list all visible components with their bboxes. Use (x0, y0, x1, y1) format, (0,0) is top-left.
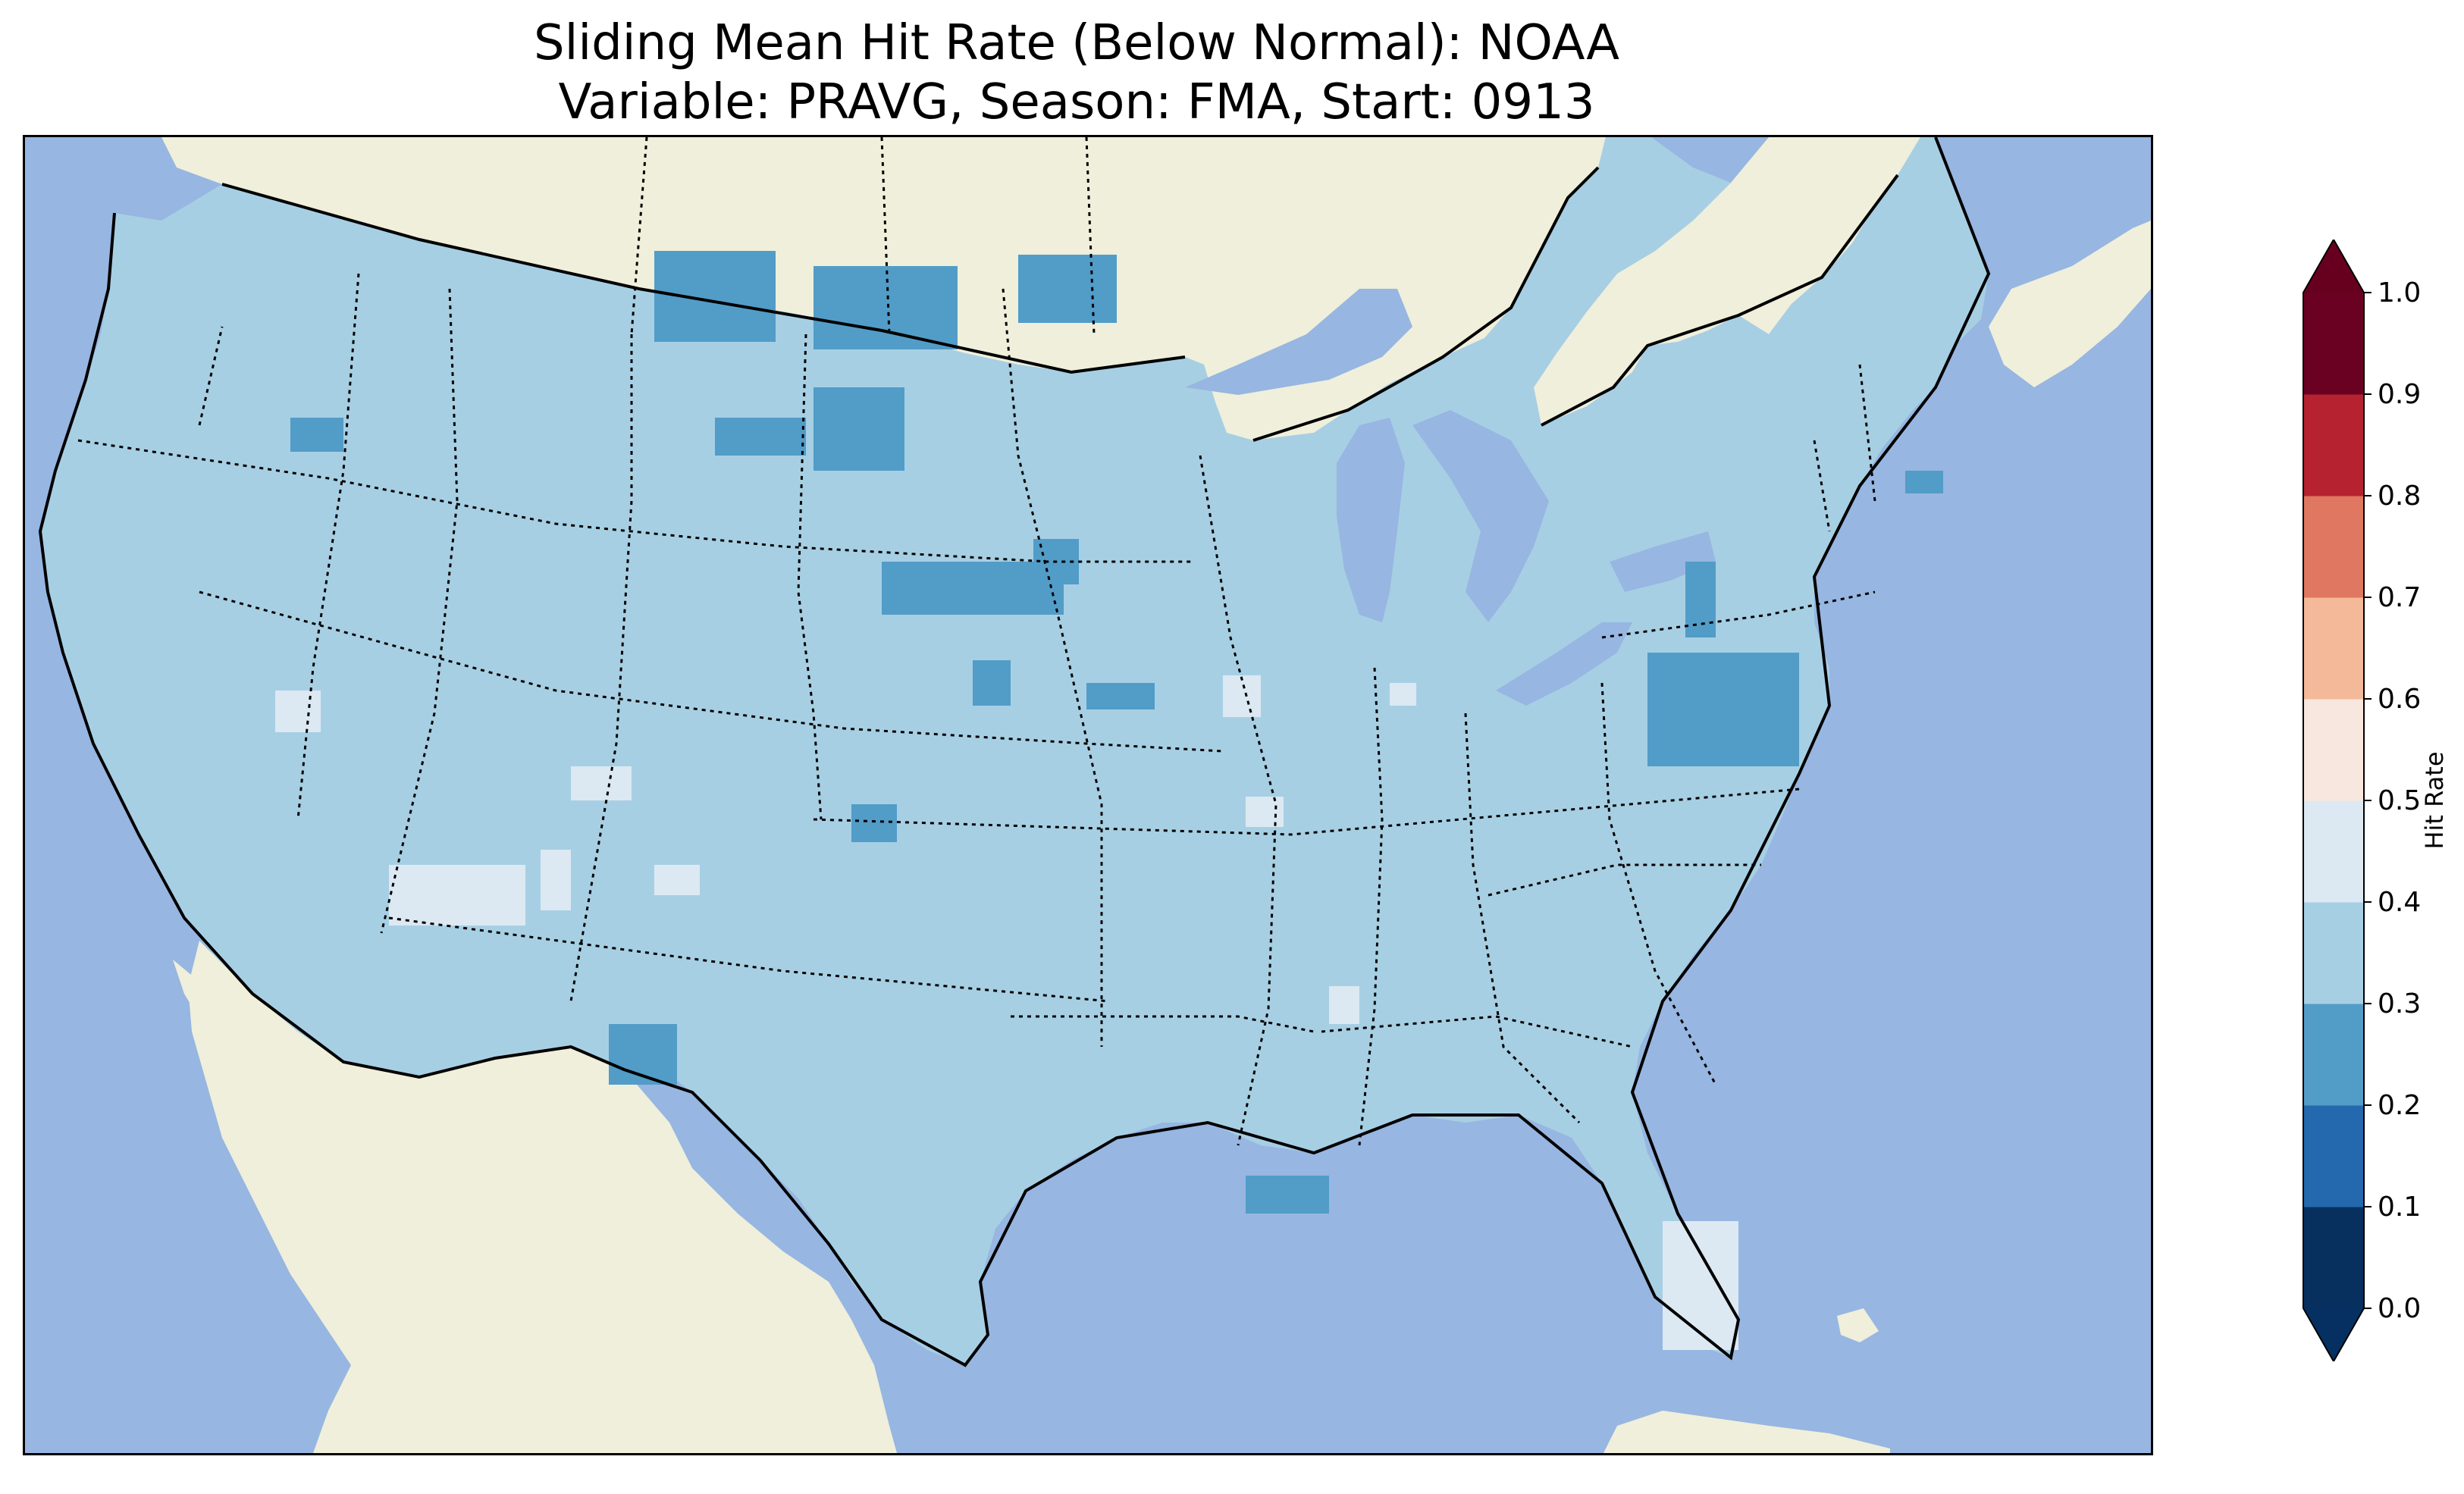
patch-pennsylvania (1685, 562, 1716, 637)
patch-montana-north-1 (654, 251, 776, 342)
colorbar-band (2303, 394, 2364, 496)
lake-michigan (1337, 418, 1405, 622)
lake-erie (1496, 622, 1632, 706)
colorbar-tick-label: 0.1 (2378, 1192, 2421, 1223)
higher-patches (275, 675, 1738, 1350)
colorbar-bands (2303, 237, 2365, 1364)
map-svg (25, 137, 2151, 1453)
patch-montana-north-2 (813, 266, 958, 349)
colorbar-tick-label: 0.7 (2378, 582, 2421, 613)
patch-massachusetts (1905, 471, 1943, 493)
colorbar-band (2303, 699, 2364, 801)
lake-ontario (1610, 531, 1716, 592)
patch-wyoming-1 (715, 418, 806, 456)
patch-new-mexico-2 (654, 865, 700, 895)
map-title: Sliding Mean Hit Rate (Below Normal): NO… (0, 14, 2153, 132)
patch-louisiana (1246, 1176, 1329, 1214)
title-line-2: Variable: PRAVG, Season: FMA, Start: 091… (558, 74, 1595, 130)
colorbar-band (2303, 1004, 2364, 1106)
patch-oklahoma (851, 804, 897, 842)
map-panel (23, 135, 2153, 1455)
colorbar-band (2303, 496, 2364, 598)
colorbar-tick-label: 0.4 (2378, 887, 2421, 918)
patch-montana-north-3 (1018, 255, 1117, 323)
colorbar-ticks: 0.0 0.1 0.2 0.3 0.4 0.5 0.6 0.7 0.8 0.9 1.0 (2364, 277, 2421, 1324)
colorbar-tick-label: 0.6 (2378, 684, 2421, 715)
colorbar-band (2303, 597, 2364, 700)
canada-east-land (1534, 137, 1920, 425)
patch-virginia (1647, 653, 1799, 766)
patch-new-mexico (541, 850, 571, 910)
patch-arizona (389, 865, 525, 926)
colorbar-tick-label: 0.3 (2378, 988, 2421, 1019)
colorbar-band (2303, 293, 2364, 395)
colorbar-tick-label: 0.9 (2378, 379, 2421, 410)
bahamas-land (1837, 1308, 1879, 1342)
patch-utah (571, 766, 632, 800)
colorbar-band (2303, 1207, 2364, 1309)
patch-illinois (1223, 675, 1261, 717)
colorbar-tick-label: 0.2 (2378, 1090, 2421, 1121)
baja-land (173, 960, 419, 1411)
colorbar-band (2303, 902, 2364, 1004)
colorbar-under-extend (2303, 1308, 2364, 1361)
lake-superior (1185, 289, 1412, 395)
colorbar-band (2303, 800, 2364, 903)
patch-florida (1663, 1221, 1738, 1350)
colorbar-tick-label: 1.0 (2378, 277, 2421, 309)
patch-nevada (275, 691, 321, 732)
patch-idaho (290, 418, 343, 452)
title-line-1: Sliding Mean Hit Rate (Below Normal): NO… (533, 15, 1620, 71)
patch-missouri (1086, 683, 1155, 709)
cuba-land (1603, 1411, 1890, 1453)
coastlines (38, 137, 1991, 1367)
colorbar-tick-label: 0.5 (2378, 785, 2421, 816)
colorbar-band (2303, 1105, 2364, 1207)
colorbar: 0.0 0.1 0.2 0.3 0.4 0.5 0.6 0.7 0.8 0.9 1.0 Hit Ra… (2281, 237, 2455, 1364)
lake-huron (1412, 410, 1549, 622)
colorbar-tick-label: 0.0 (2378, 1293, 2421, 1324)
patch-mississippi (1329, 986, 1359, 1024)
state-borders (77, 137, 1876, 1146)
colorbar-svg: 0.0 0.1 0.2 0.3 0.4 0.5 0.6 0.7 0.8 0.9 1.0 Hit Ra… (2303, 237, 2449, 1364)
colorbar-over-extend (2303, 240, 2364, 293)
patch-wyoming-2 (813, 387, 904, 471)
colorbar-label: Hit Rate (2420, 751, 2449, 849)
patch-indiana (1390, 683, 1416, 706)
patch-kentucky (1246, 797, 1284, 827)
nova-scotia-land (1989, 221, 2151, 387)
patch-kansas (973, 660, 1011, 706)
colorbar-tick-label: 0.8 (2378, 481, 2421, 512)
lower-patches (290, 251, 1943, 1214)
